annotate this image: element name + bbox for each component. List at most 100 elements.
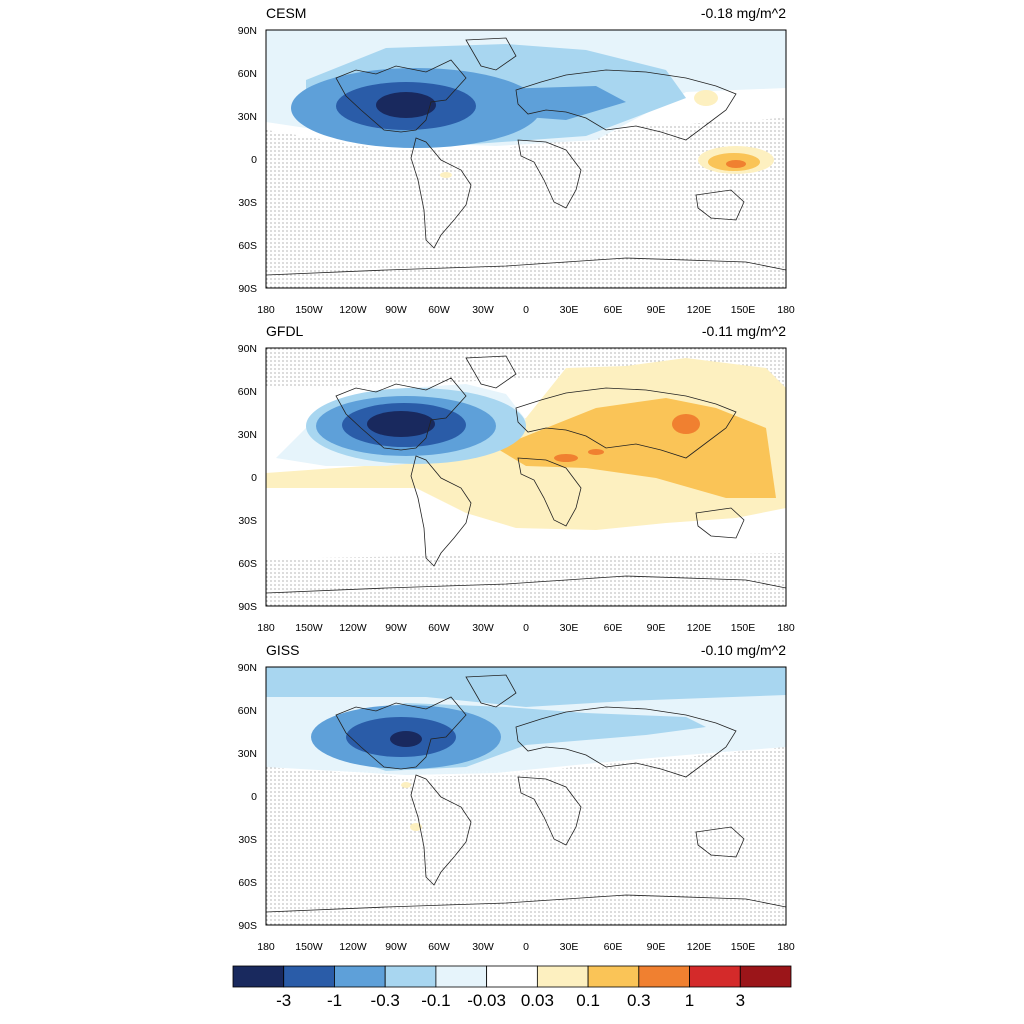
lat-tick: 60S (238, 877, 257, 889)
panel-label: GFDL (266, 323, 304, 339)
lon-tick: 120E (687, 941, 712, 953)
lat-tick: 30N (238, 429, 257, 441)
colorbar-box (739, 965, 792, 988)
lat-tick: 0 (251, 472, 257, 484)
lat-tick: 60N (238, 705, 257, 717)
lat-tick-labels: 90N 60N 30N 0 30S 60S 90S (238, 662, 257, 932)
colorbar-box (334, 965, 386, 988)
lon-tick: 180 (257, 622, 275, 634)
coastlines (266, 355, 786, 594)
lon-tick: 0 (523, 941, 529, 953)
lon-tick: 120W (339, 941, 367, 953)
colorbar-label: -0.03 (467, 991, 506, 1010)
colorbar-box (435, 965, 488, 988)
colorbar-box (232, 965, 285, 988)
lon-tick: 150W (295, 622, 323, 634)
colorbar-label: 0.1 (576, 991, 600, 1010)
lat-tick: 90S (238, 920, 257, 932)
lat-tick: 30S (238, 834, 257, 846)
lat-tick: 30S (238, 515, 257, 527)
lon-tick: 120E (687, 622, 712, 634)
lat-tick: 90N (238, 343, 257, 355)
lon-tick: 150E (731, 622, 756, 634)
lat-tick: 60N (238, 68, 257, 80)
colorbar-label: -0.1 (421, 991, 450, 1010)
lon-tick: 180 (257, 941, 275, 953)
lat-tick: 90S (238, 283, 257, 295)
lon-tick: 0 (523, 622, 529, 634)
lon-tick: 180 (257, 304, 275, 316)
panel-mean-value: -0.10 mg/m^2 (701, 642, 786, 658)
panel-mean-value: -0.11 mg/m^2 (702, 323, 786, 339)
lon-tick: 30W (472, 941, 494, 953)
lon-tick: 60W (428, 304, 450, 316)
lon-tick: 30W (472, 304, 494, 316)
lon-tick-labels: 180 150W 120W 90W 60W 30W 0 30E 60E 90E … (257, 941, 795, 953)
panel-label: CESM (266, 5, 306, 21)
lat-tick: 30N (238, 111, 257, 123)
lon-tick: 30E (560, 622, 579, 634)
lon-tick: 150W (295, 941, 323, 953)
panel-mean-value: -0.18 mg/m^2 (701, 5, 786, 21)
lon-tick: 60W (428, 622, 450, 634)
colorbar-label: 3 (736, 991, 745, 1010)
lon-tick: 150E (731, 941, 756, 953)
lon-tick: 30E (560, 941, 579, 953)
colorbar-box (638, 965, 690, 988)
coastlines (266, 674, 786, 913)
colorbar-label: 0.03 (521, 991, 554, 1010)
map-panel-cesm: CESM -0.18 mg/m^2 90N 60N 30N 0 30S 60S … (238, 5, 795, 316)
lon-tick: 90W (385, 941, 407, 953)
lon-tick: 180 (777, 941, 795, 953)
colorbar-labels: -3 -1 -0.3 -0.1 -0.03 0.03 0.1 0.3 1 3 (276, 991, 745, 1010)
lon-tick-labels: 180 150W 120W 90W 60W 30W 0 30E 60E 90E … (257, 304, 795, 316)
lon-tick: 180 (777, 304, 795, 316)
contour-field (266, 348, 786, 606)
contour-field (266, 667, 786, 925)
lon-tick: 30W (472, 622, 494, 634)
colorbar-box (384, 965, 437, 988)
contour-field (266, 30, 786, 288)
lat-tick: 90N (238, 662, 257, 674)
colorbar-box (587, 965, 640, 988)
colorbar-box (536, 965, 589, 988)
lon-tick: 120W (339, 304, 367, 316)
colorbar: -3 -1 -0.3 -0.1 -0.03 0.03 0.1 0.3 1 3 (232, 965, 792, 1010)
colorbar-boxes (232, 965, 792, 988)
lat-tick: 90S (238, 601, 257, 613)
map-panel-gfdl: GFDL -0.11 mg/m^2 90N 60N 30N 0 30S 60S … (238, 323, 795, 634)
colorbar-label: -0.3 (371, 991, 400, 1010)
colorbar-box (689, 965, 741, 988)
lon-tick: 150W (295, 304, 323, 316)
colorbar-label: 0.3 (627, 991, 651, 1010)
panel-label: GISS (266, 642, 299, 658)
lon-tick: 120W (339, 622, 367, 634)
lon-tick: 90W (385, 304, 407, 316)
lon-tick: 60E (604, 622, 623, 634)
lat-tick: 30S (238, 197, 257, 209)
lon-tick: 120E (687, 304, 712, 316)
lon-tick: 60E (604, 941, 623, 953)
lon-tick: 90E (647, 622, 666, 634)
lat-tick: 60N (238, 386, 257, 398)
coastlines (266, 37, 786, 276)
colorbar-label: 1 (685, 991, 694, 1010)
lon-tick: 60W (428, 941, 450, 953)
lon-tick: 90W (385, 622, 407, 634)
lat-tick: 0 (251, 791, 257, 803)
colorbar-label: -3 (276, 991, 291, 1010)
colorbar-box (283, 965, 335, 988)
lat-tick: 0 (251, 154, 257, 166)
colorbar-box (486, 965, 538, 988)
lat-tick-labels: 90N 60N 30N 0 30S 60S 90S (238, 25, 257, 295)
lon-tick: 150E (731, 304, 756, 316)
lon-tick: 60E (604, 304, 623, 316)
lat-tick-labels: 90N 60N 30N 0 30S 60S 90S (238, 343, 257, 613)
map-panel-giss: GISS -0.10 mg/m^2 90N 60N 30N 0 30S 60S … (238, 642, 795, 953)
lon-tick: 90E (647, 304, 666, 316)
lon-tick: 90E (647, 941, 666, 953)
lat-tick: 60S (238, 240, 257, 252)
lon-tick: 30E (560, 304, 579, 316)
lon-tick: 180 (777, 622, 795, 634)
